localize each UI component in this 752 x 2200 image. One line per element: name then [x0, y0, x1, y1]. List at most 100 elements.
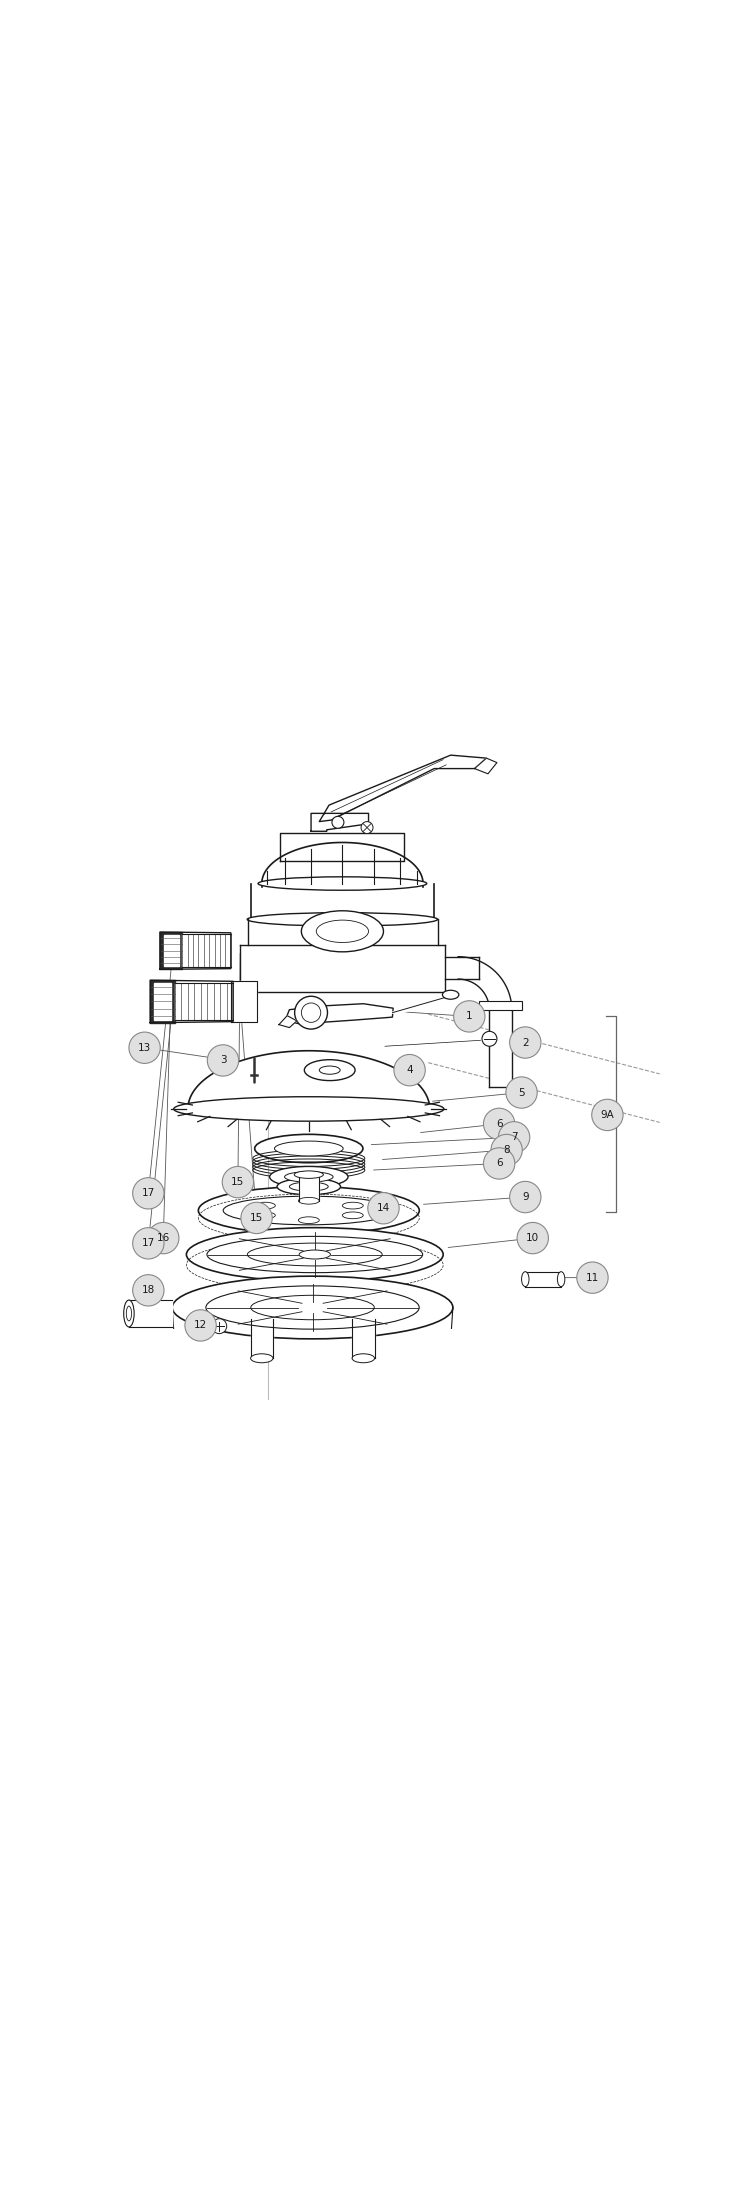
Circle shape [295, 997, 327, 1030]
Ellipse shape [212, 1100, 405, 1118]
Circle shape [510, 1181, 541, 1212]
Ellipse shape [172, 1276, 453, 1340]
Ellipse shape [247, 913, 438, 926]
Ellipse shape [246, 1102, 371, 1115]
Ellipse shape [174, 1098, 444, 1122]
Ellipse shape [254, 1201, 275, 1210]
Circle shape [185, 1309, 217, 1342]
Circle shape [577, 1263, 608, 1294]
Circle shape [592, 1100, 623, 1131]
Text: 6: 6 [496, 1120, 502, 1129]
Circle shape [510, 1027, 541, 1058]
Ellipse shape [186, 1228, 443, 1280]
Text: 14: 14 [377, 1203, 390, 1212]
Polygon shape [299, 1175, 319, 1201]
Ellipse shape [278, 1107, 339, 1111]
Text: 9: 9 [522, 1192, 529, 1201]
Circle shape [241, 1201, 272, 1234]
Circle shape [332, 816, 344, 827]
Circle shape [517, 1223, 548, 1254]
Polygon shape [285, 1003, 393, 1023]
Text: 6: 6 [496, 1159, 502, 1168]
Polygon shape [458, 957, 512, 1010]
Circle shape [453, 1001, 485, 1032]
Circle shape [212, 1318, 226, 1333]
Circle shape [208, 1045, 238, 1076]
Text: 15: 15 [250, 1212, 263, 1223]
Ellipse shape [557, 1272, 565, 1287]
Text: 9A: 9A [601, 1111, 614, 1120]
Ellipse shape [320, 1067, 340, 1074]
Ellipse shape [258, 878, 426, 891]
Polygon shape [444, 957, 479, 979]
Ellipse shape [207, 1236, 423, 1272]
Circle shape [132, 1228, 164, 1258]
Text: 15: 15 [232, 1177, 244, 1188]
Circle shape [302, 1003, 321, 1023]
Polygon shape [526, 1272, 561, 1287]
Ellipse shape [274, 1142, 343, 1155]
Circle shape [491, 1135, 523, 1166]
Polygon shape [150, 981, 174, 1023]
Circle shape [394, 1054, 426, 1087]
Ellipse shape [299, 1250, 330, 1258]
Text: 12: 12 [194, 1320, 208, 1331]
Circle shape [368, 1192, 399, 1223]
Text: 16: 16 [156, 1232, 170, 1243]
Ellipse shape [270, 1166, 348, 1188]
Polygon shape [182, 935, 231, 968]
Circle shape [361, 821, 373, 834]
Polygon shape [154, 983, 171, 1021]
Ellipse shape [522, 1272, 529, 1287]
Polygon shape [250, 1318, 273, 1357]
Ellipse shape [442, 990, 459, 999]
Text: 7: 7 [511, 1133, 517, 1142]
Text: 17: 17 [141, 1188, 155, 1199]
Text: 17: 17 [141, 1239, 155, 1247]
Ellipse shape [352, 1353, 374, 1362]
Circle shape [132, 1177, 164, 1210]
Polygon shape [262, 843, 423, 884]
Circle shape [223, 1166, 253, 1197]
Polygon shape [247, 920, 438, 944]
Ellipse shape [199, 1186, 420, 1234]
Polygon shape [188, 1052, 429, 1109]
Circle shape [129, 1032, 160, 1063]
Bar [479, 1001, 523, 1010]
Text: 3: 3 [220, 1056, 226, 1065]
Circle shape [132, 1274, 164, 1307]
Ellipse shape [294, 1170, 323, 1179]
Ellipse shape [299, 1197, 320, 1203]
Polygon shape [352, 1318, 374, 1357]
Ellipse shape [277, 1179, 341, 1195]
Ellipse shape [126, 1307, 132, 1320]
Polygon shape [490, 1010, 512, 1087]
Polygon shape [240, 944, 444, 992]
Polygon shape [164, 935, 178, 966]
Ellipse shape [250, 1353, 273, 1362]
Ellipse shape [255, 1135, 363, 1164]
Ellipse shape [305, 1060, 355, 1080]
Ellipse shape [284, 1173, 333, 1181]
Polygon shape [279, 1016, 297, 1027]
Polygon shape [320, 755, 487, 821]
Ellipse shape [317, 920, 368, 942]
Polygon shape [475, 759, 497, 774]
Polygon shape [129, 1300, 172, 1327]
Ellipse shape [299, 1217, 320, 1223]
Text: 5: 5 [518, 1087, 525, 1098]
Ellipse shape [254, 1212, 275, 1219]
Polygon shape [231, 981, 256, 1023]
Text: 18: 18 [141, 1285, 155, 1296]
Text: 13: 13 [138, 1043, 151, 1054]
Polygon shape [160, 933, 182, 970]
Ellipse shape [206, 1285, 419, 1329]
Ellipse shape [290, 1181, 328, 1190]
Circle shape [506, 1076, 537, 1109]
Polygon shape [311, 814, 368, 832]
Polygon shape [251, 884, 434, 920]
Ellipse shape [342, 1212, 363, 1219]
Text: 8: 8 [503, 1144, 510, 1155]
Circle shape [482, 1032, 497, 1047]
Ellipse shape [251, 1296, 374, 1320]
